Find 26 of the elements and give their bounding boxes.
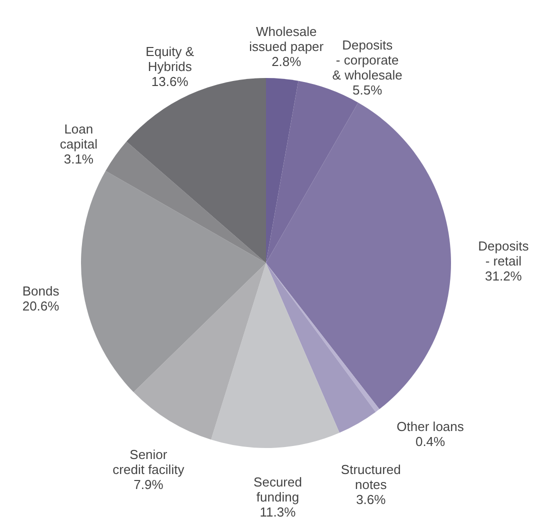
data-label: 13.6% bbox=[151, 74, 189, 89]
data-label: 0.4% bbox=[415, 434, 446, 449]
data-label: 2.8% bbox=[272, 54, 302, 69]
data-label: 31.2% bbox=[484, 268, 522, 284]
slice-label: Senior credit facility bbox=[112, 446, 185, 477]
pie-slice bbox=[211, 263, 340, 448]
slice-label: Bonds bbox=[22, 283, 60, 298]
slice-label: Equity & Hybrids bbox=[146, 44, 194, 74]
data-label: 3.6% bbox=[356, 492, 386, 507]
pie-slice bbox=[106, 142, 266, 263]
slice-label: Deposits - corporate & wholesale bbox=[332, 37, 402, 82]
slice-label: Other loans bbox=[396, 418, 464, 434]
data-label: 20.6% bbox=[22, 298, 60, 314]
pie-slice bbox=[81, 170, 266, 392]
slice-label: Deposits - retail bbox=[478, 238, 530, 269]
data-label: 5.5% bbox=[352, 82, 383, 98]
pie-slice bbox=[134, 263, 266, 440]
pie-slice bbox=[266, 78, 298, 263]
data-label: 7.9% bbox=[134, 476, 164, 492]
slice-label: Loan capital bbox=[60, 122, 98, 152]
slice-label: Structured notes bbox=[340, 462, 401, 492]
slice-label: Wholesale issued paper bbox=[249, 24, 324, 54]
data-label: 3.1% bbox=[64, 152, 94, 167]
data-label: 11.3% bbox=[260, 504, 296, 517]
slice-label: Secured funding bbox=[254, 474, 302, 505]
pie-slice bbox=[126, 78, 266, 263]
